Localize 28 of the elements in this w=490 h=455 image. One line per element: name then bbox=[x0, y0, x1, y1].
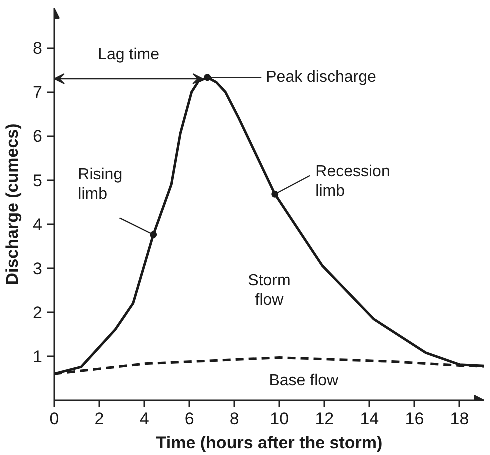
y-tick-label: 6 bbox=[33, 127, 43, 146]
annotation: Peak discharge bbox=[266, 69, 377, 86]
annotation: Lag time bbox=[98, 46, 160, 64]
x-tick-label: 16 bbox=[405, 410, 424, 428]
point bbox=[272, 190, 279, 198]
annotation: Storm flow bbox=[248, 272, 291, 310]
y-tick-label: 5 bbox=[33, 171, 43, 190]
annotation: Rising limb bbox=[78, 166, 123, 204]
x-tick-label: 2 bbox=[94, 410, 104, 428]
x-tick-label: 8 bbox=[230, 410, 240, 428]
x-tick-label: 14 bbox=[360, 410, 380, 428]
x-tick-label: 12 bbox=[315, 410, 334, 428]
annotation: Recession limb bbox=[316, 164, 390, 200]
y-tick-label: 4 bbox=[33, 215, 43, 234]
y-tick-label: 3 bbox=[33, 259, 43, 278]
y-axis-title: Discharge (cumecs) bbox=[3, 124, 22, 286]
y-tick-label: 8 bbox=[33, 39, 43, 58]
annotation: Base flow bbox=[269, 372, 340, 390]
x-tick-label: 6 bbox=[184, 410, 194, 428]
x-tick-label: 18 bbox=[450, 410, 470, 428]
x-tick-label: 10 bbox=[270, 410, 290, 428]
x-tick-label: 0 bbox=[50, 410, 60, 428]
point bbox=[150, 231, 158, 238]
x-tick-label: 4 bbox=[140, 410, 150, 428]
y-tick-label: 2 bbox=[33, 303, 43, 322]
x-axis-title: Time (hours after the storm) bbox=[156, 434, 383, 452]
y-tick-label: 1 bbox=[33, 347, 43, 366]
y-tick-label: 7 bbox=[33, 83, 43, 102]
